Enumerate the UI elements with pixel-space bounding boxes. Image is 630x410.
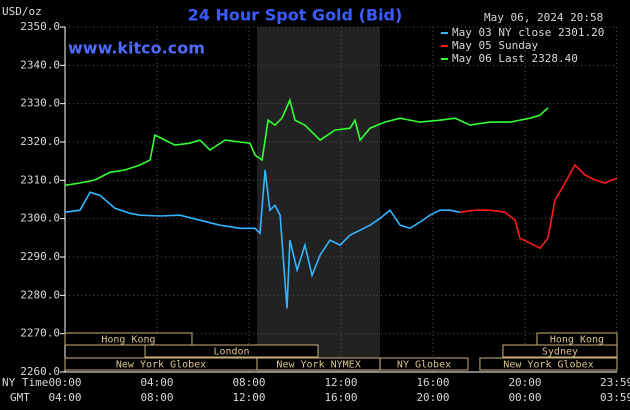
y-tick-label: 2310.0: [20, 173, 60, 186]
y-tick-label: 2320.0: [20, 135, 60, 148]
x-tick-label: 16:00: [416, 376, 449, 389]
x-tick-label: 20:00: [508, 376, 541, 389]
y-tick-label: 2350.0: [20, 20, 60, 33]
session-label: Hong Kong: [101, 335, 155, 346]
session-label: Sydney: [542, 347, 578, 358]
y-unit: USD/oz: [2, 5, 42, 18]
lines-layer: [64, 97, 618, 309]
x2-tick-label: 00:00: [508, 391, 541, 404]
session-box: [502, 344, 618, 358]
session-label: Hong Kong: [550, 335, 604, 346]
grid-layer: [60, 26, 618, 373]
session-label: New York Globex: [503, 360, 593, 371]
session-shade: [257, 27, 381, 372]
session-label: New York NYMEX: [276, 360, 360, 371]
session-label: New York Globex: [116, 360, 206, 371]
session-box: [64, 332, 193, 346]
legend-label: May 06 Last 2328.40: [452, 52, 578, 65]
x-row-label: NY Time: [2, 376, 48, 389]
legend-label: May 05 Sunday: [452, 39, 538, 52]
x2-row-label: GMT: [10, 391, 30, 404]
session-box: [144, 344, 319, 358]
x-tick-label: 23:59: [600, 376, 630, 389]
series-line: [64, 97, 549, 187]
labels-layer: USD/oz 24 Hour Spot Gold (Bid) May 06, 2…: [2, 5, 630, 404]
shade-layer: [257, 27, 381, 372]
x2-tick-label: 16:00: [324, 391, 357, 404]
chart-title: 24 Hour Spot Gold (Bid): [188, 6, 403, 25]
x-tick-label: 04:00: [140, 376, 173, 389]
sessions-layer: Hong Kong London New York Globex New York N…: [64, 332, 618, 371]
session-label: NY Globex: [397, 360, 451, 371]
y-tick-label: 2280.0: [20, 288, 60, 301]
y-tick-label: 2260.0: [20, 365, 60, 378]
session-box: [379, 357, 469, 371]
x-tick-label: 00:00: [48, 376, 81, 389]
x2-tick-label: 04:00: [48, 391, 81, 404]
x2-tick-label: 20:00: [416, 391, 449, 404]
series-line: [64, 169, 461, 309]
x2-tick-label: 03:59: [600, 391, 630, 404]
timestamp: May 06, 2024 20:58: [484, 11, 603, 24]
series-line: [459, 163, 618, 250]
y-tick-label: 2340.0: [20, 58, 60, 71]
session-label: London: [213, 347, 249, 358]
x2-tick-label: 12:00: [232, 391, 265, 404]
y-tick-label: 2330.0: [20, 97, 60, 110]
x-tick-label: 12:00: [324, 376, 357, 389]
session-box: [479, 357, 618, 371]
y-tick-label: 2300.0: [20, 212, 60, 225]
source: www.kitco.com: [68, 39, 205, 58]
x-tick-label: 08:00: [232, 376, 265, 389]
x2-tick-label: 08:00: [140, 391, 173, 404]
legend-label: May 03 NY close 2301.20: [452, 26, 604, 39]
y-tick-label: 2290.0: [20, 250, 60, 263]
y-tick-label: 2270.0: [20, 327, 60, 340]
